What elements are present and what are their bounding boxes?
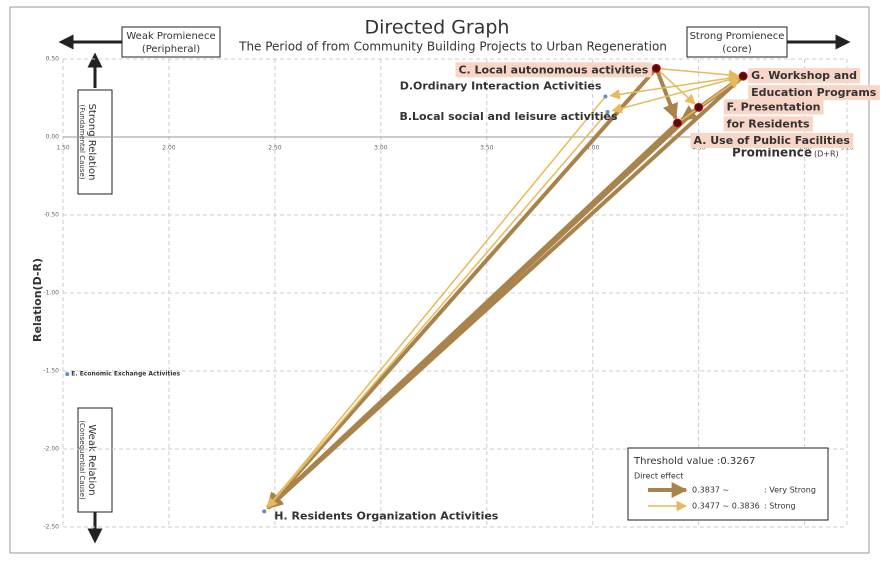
point — [262, 509, 267, 514]
legend-label: : Strong — [764, 502, 796, 511]
point — [603, 94, 608, 99]
edge-arrow — [698, 78, 740, 108]
point — [694, 102, 704, 112]
point — [738, 71, 748, 81]
legend-title: Threshold value :0.3267 — [633, 456, 755, 467]
point-label: C. Local autonomous activities — [458, 63, 648, 76]
x-tick-label: 3.00 — [374, 145, 388, 152]
x-tick-label: 5.20 — [840, 145, 854, 152]
corner-label: Strong Relation — [86, 104, 97, 181]
edge-arrow — [611, 75, 744, 114]
y-tick-label: 0.00 — [46, 134, 60, 141]
edge-arrow — [266, 95, 607, 509]
label-highlight — [690, 132, 854, 148]
y-tick-label: -2.50 — [43, 524, 59, 531]
label-highlight — [723, 99, 824, 115]
point — [651, 63, 661, 73]
point-label: F. Presentation — [727, 100, 821, 113]
x-axis-unit: (D+R) — [814, 150, 839, 159]
point-label: A. Use of Public Facilities — [693, 134, 850, 147]
legend-label: : Very Strong — [764, 486, 816, 495]
y-tick-label: -2.00 — [43, 446, 59, 453]
edge-arrow — [654, 67, 678, 120]
label-highlight — [455, 62, 652, 78]
edge-arrow — [656, 67, 740, 81]
point-label: Education Programs — [751, 86, 877, 99]
legend-box — [627, 447, 829, 521]
legend-subtitle: Direct effect — [634, 472, 683, 481]
y-tick-label: -0.50 — [43, 212, 59, 219]
frame — [9, 6, 870, 554]
edge-arrow — [266, 111, 609, 509]
y-axis-label: Relation(D-R) — [31, 258, 44, 342]
label-highlight — [748, 85, 880, 101]
edge-arrow — [266, 121, 679, 510]
point-label: G. Workshop and — [751, 69, 857, 82]
chart-title: Directed Graph — [365, 17, 510, 39]
point — [65, 372, 70, 377]
corner-label: (Consequential Cause) — [78, 420, 86, 500]
y-tick-label: 0.50 — [46, 56, 60, 63]
x-tick-label: 5.00 — [798, 145, 812, 152]
chart-subtitle: The Period of from Community Building Pr… — [238, 40, 667, 54]
point — [605, 110, 610, 115]
x-tick-label: 4.00 — [586, 145, 600, 152]
y-tick-label: -1.50 — [43, 368, 59, 375]
label-highlight — [723, 116, 813, 132]
axis-arrows — [58, 34, 851, 544]
label-highlight — [748, 68, 861, 84]
corner-label: (Peripheral) — [142, 44, 200, 55]
x-tick-label: 2.50 — [268, 145, 282, 152]
x-tick-label: 4.50 — [692, 145, 706, 152]
x-tick-label: 1.50 — [56, 145, 70, 152]
corner-label: Strong Promienece — [690, 31, 785, 42]
point-label: E. Economic Exchange Activities — [71, 371, 180, 378]
point — [672, 118, 682, 128]
edge-arrow — [609, 75, 744, 100]
corner-label: (core) — [722, 44, 752, 55]
point-label: for Residents — [727, 117, 810, 130]
corner-boxes — [77, 26, 788, 513]
y-tick-label: -1.00 — [43, 290, 59, 297]
point-label: H. Residents Organization Activities — [274, 509, 499, 522]
legend-range: 0.3477 ~ 0.3836 — [692, 502, 760, 511]
x-tick-label: 3.50 — [480, 145, 494, 152]
corner-label: Weak Relation — [86, 424, 97, 495]
x-axis-label: Prominence — [732, 146, 812, 160]
point-label: D.Ordinary Interaction Activities — [400, 79, 602, 92]
legend-range: 0.3837 ~ — [692, 486, 729, 495]
corner-label: (Fundamental Cause) — [78, 104, 86, 179]
edge-arrow — [266, 67, 658, 509]
corner-label: Weak Promienece — [126, 31, 215, 42]
x-tick-label: 2.00 — [162, 145, 176, 152]
point-label: B.Local social and leisure activities — [399, 110, 618, 123]
